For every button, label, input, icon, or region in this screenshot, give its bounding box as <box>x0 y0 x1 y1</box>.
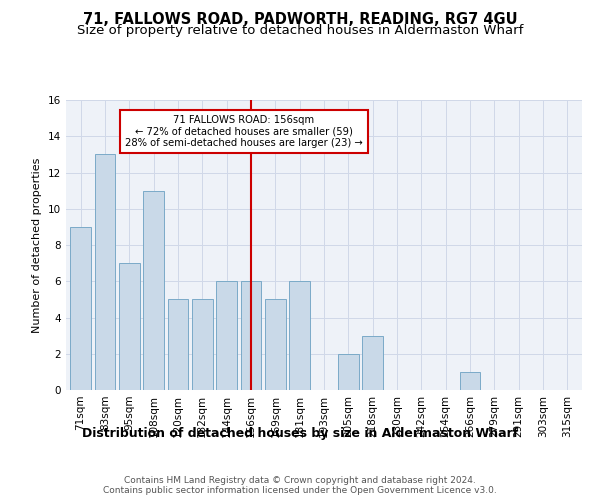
Bar <box>265 300 286 390</box>
Bar <box>143 190 164 390</box>
Bar <box>338 354 359 390</box>
Text: Contains public sector information licensed under the Open Government Licence v3: Contains public sector information licen… <box>103 486 497 495</box>
Bar <box>192 300 212 390</box>
Text: Distribution of detached houses by size in Aldermaston Wharf: Distribution of detached houses by size … <box>82 428 518 440</box>
Bar <box>362 336 383 390</box>
Bar <box>216 281 237 390</box>
Text: Size of property relative to detached houses in Aldermaston Wharf: Size of property relative to detached ho… <box>77 24 523 37</box>
Y-axis label: Number of detached properties: Number of detached properties <box>32 158 43 332</box>
Bar <box>95 154 115 390</box>
Bar <box>70 227 91 390</box>
Text: 71 FALLOWS ROAD: 156sqm
← 72% of detached houses are smaller (59)
28% of semi-de: 71 FALLOWS ROAD: 156sqm ← 72% of detache… <box>125 114 362 148</box>
Bar <box>460 372 481 390</box>
Bar <box>167 300 188 390</box>
Text: Contains HM Land Registry data © Crown copyright and database right 2024.: Contains HM Land Registry data © Crown c… <box>124 476 476 485</box>
Bar <box>119 263 140 390</box>
Text: 71, FALLOWS ROAD, PADWORTH, READING, RG7 4GU: 71, FALLOWS ROAD, PADWORTH, READING, RG7… <box>83 12 517 28</box>
Bar <box>289 281 310 390</box>
Bar <box>241 281 262 390</box>
